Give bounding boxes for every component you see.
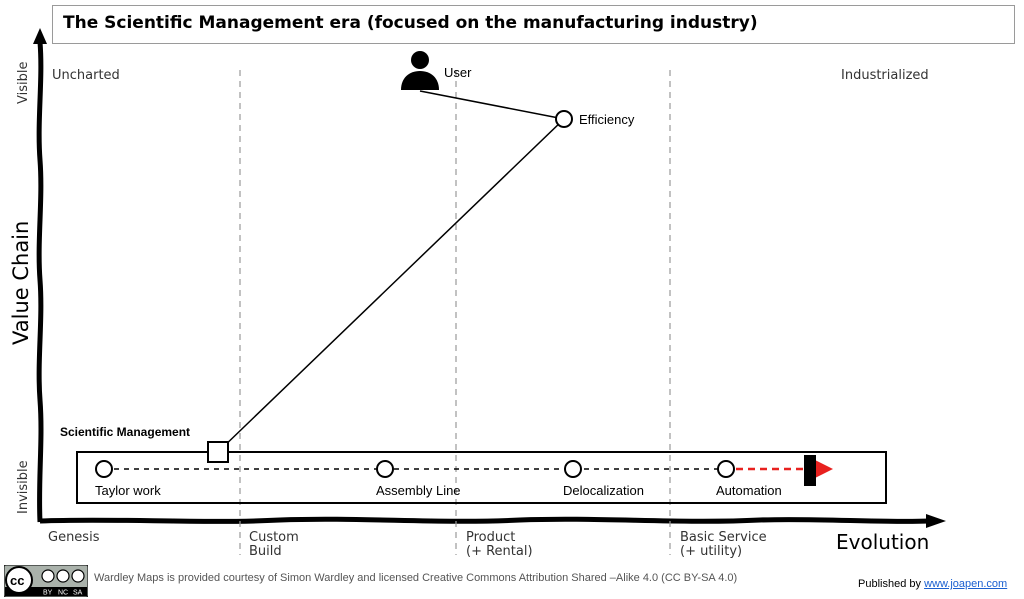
license-credit: Wardley Maps is provided courtesy of Sim… [94,572,738,584]
cc-logo-text: cc [10,573,24,588]
delocalization-label: Delocalization [563,483,644,498]
publisher-link[interactable]: www.joapen.com [924,578,1008,590]
stage-product: Product [466,530,515,545]
cc-license-badge[interactable]: cc BY NC SA [4,565,88,597]
stage-genesis: Genesis [48,530,100,545]
automation-label: Automation [716,483,782,498]
cc-by-icon [41,569,55,583]
published-prefix: Published by [858,578,921,590]
delocalization-node[interactable] [564,460,582,478]
y-axis [36,41,44,523]
stage-basic-service-utility: (+ utility) [680,544,742,559]
efficiency-label: Efficiency [579,112,635,127]
cc-sa-label: SA [73,590,83,597]
stage-basic-service: Basic Service [680,530,767,545]
automation-node[interactable] [717,460,735,478]
scientific-management-node[interactable] [207,441,229,463]
cc-sa-icon [71,569,85,583]
assembly-line-node[interactable] [376,460,394,478]
cc-nc-label: NC [58,590,68,597]
y-axis-top-label: Visible [16,62,31,104]
x-axis-label: Evolution [836,530,929,554]
user-icon [401,51,439,90]
y-axis-bottom-label: Invisible [16,460,31,514]
user-label: User [444,65,472,80]
scientific-management-pipeline [76,451,887,504]
link-efficiency-scientific-management [217,118,565,453]
efficiency-node[interactable] [555,110,573,128]
inertia-bar [804,455,816,486]
assembly-line-label: Assembly Line [376,483,461,498]
uncharted-label: Uncharted [52,68,120,83]
stage-build: Build [249,544,282,559]
cc-by-label: BY [43,590,53,597]
map-title: The Scientific Management era (focused o… [63,13,758,33]
y-axis-arrowhead [33,28,47,44]
industrialized-label: Industrialized [841,68,929,83]
taylor-work-label: Taylor work [95,483,161,498]
taylor-work-node[interactable] [95,460,113,478]
x-axis-arrowhead [926,514,946,528]
y-axis-label: Value Chain [9,221,33,345]
title-box: The Scientific Management era (focused o… [52,5,1015,44]
link-user-efficiency [419,90,565,120]
stage-custom: Custom [249,530,299,545]
x-axis [39,516,931,524]
published-by: Published by www.joapen.com [858,578,1007,590]
stage-product-rental: (+ Rental) [466,544,533,559]
cc-nc-icon [56,569,70,583]
scientific-management-label: Scientific Management [60,425,190,439]
